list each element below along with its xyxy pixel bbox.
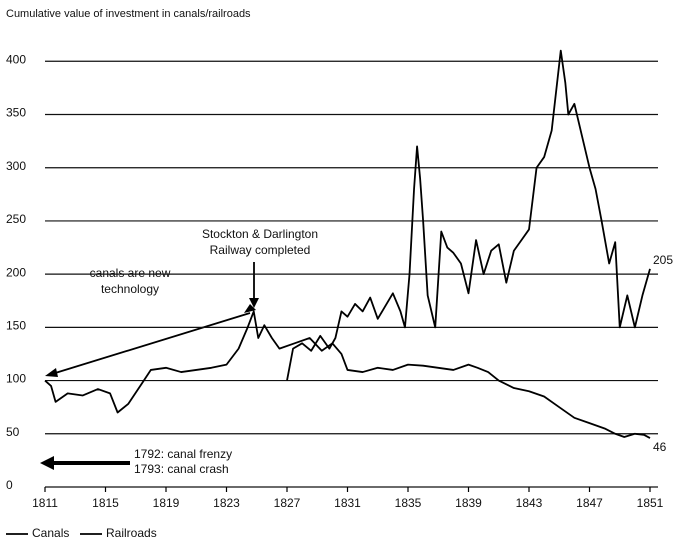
- end-label: 205: [653, 253, 673, 267]
- x-tick-label: 1835: [395, 496, 422, 510]
- y-tick-label: 50: [6, 425, 20, 439]
- x-tick-label: 1811: [32, 496, 58, 510]
- x-tick-label: 1827: [274, 496, 301, 510]
- arrow-head: [244, 304, 256, 313]
- x-tick-label: 1843: [516, 496, 543, 510]
- y-tick-label: 400: [6, 52, 26, 66]
- x-tick-label: 1823: [213, 496, 240, 510]
- arrow-head: [45, 368, 58, 377]
- arrow-head: [249, 298, 259, 308]
- y-tick-label: 150: [6, 319, 26, 333]
- series-line: [286, 49, 651, 381]
- annotation-arrow: [51, 312, 251, 375]
- annotation: Railway completed: [210, 243, 311, 257]
- annotation: canals are new: [90, 266, 171, 280]
- legend-label: Canals: [32, 526, 69, 540]
- legend-label: Railroads: [106, 526, 157, 540]
- annotation: 1793: canal crash: [134, 462, 229, 476]
- arrow-head: [40, 456, 54, 470]
- y-tick-label: 300: [6, 159, 26, 173]
- y-tick-label: 350: [6, 106, 26, 120]
- x-tick-label: 1847: [576, 496, 603, 510]
- x-tick-label: 1839: [455, 496, 482, 510]
- y-tick-label: 100: [6, 372, 26, 386]
- chart-title: Cumulative value of investment in canals…: [6, 8, 251, 20]
- x-tick-label: 1831: [334, 496, 361, 510]
- x-tick-label: 1815: [92, 496, 119, 510]
- annotation: 1792: canal frenzy: [134, 447, 232, 461]
- y-tick-label: 200: [6, 265, 26, 279]
- series-line: [44, 310, 651, 439]
- x-tick-label: 1851: [637, 496, 664, 510]
- y-tick-label: 0: [6, 478, 13, 492]
- annotation: Stockton & Darlington: [202, 227, 318, 241]
- y-tick-label: 250: [6, 212, 26, 226]
- x-tick-label: 1819: [153, 496, 180, 510]
- annotation: technology: [101, 282, 159, 296]
- end-label: 46: [653, 440, 667, 454]
